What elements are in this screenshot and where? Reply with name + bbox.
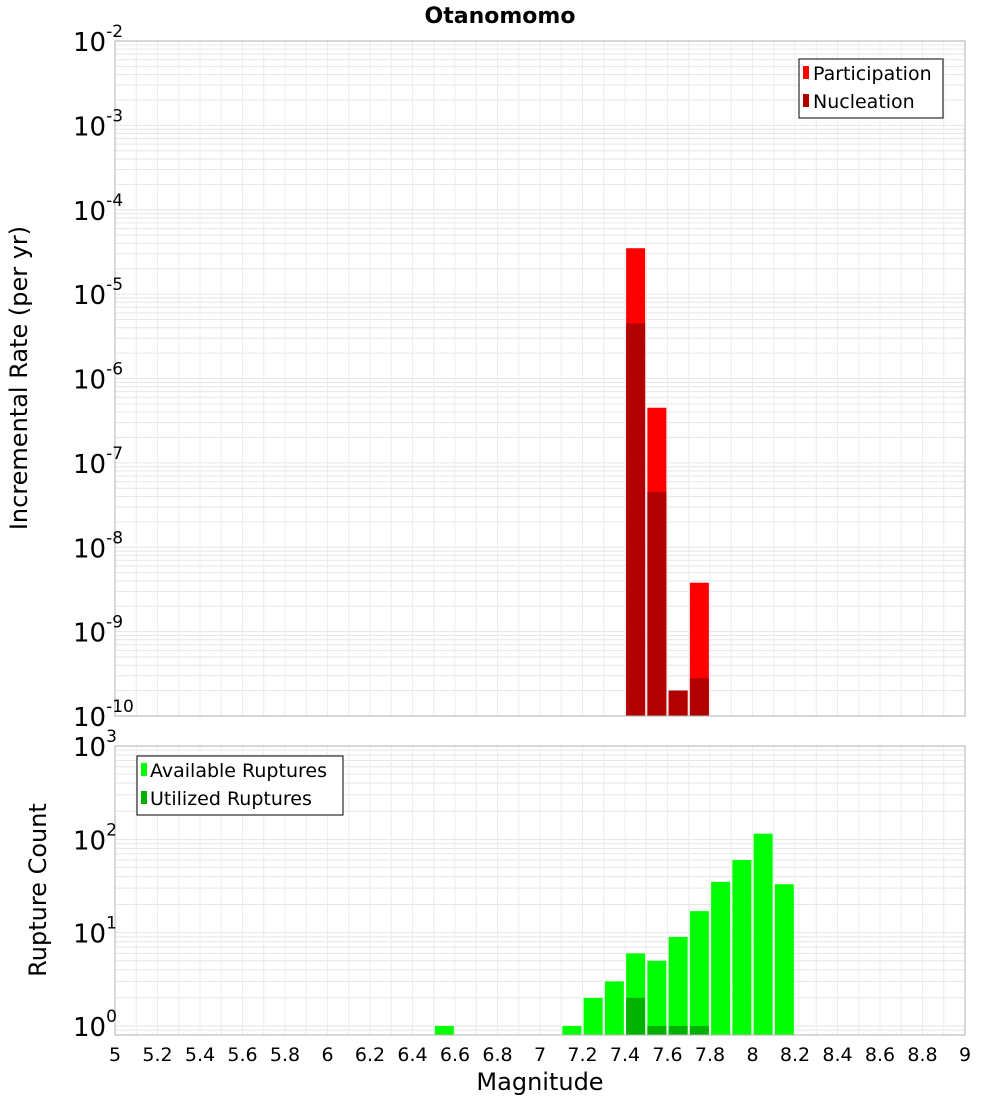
bar-available-ruptures (562, 1025, 582, 1035)
legend-swatch-available (141, 763, 147, 776)
top-bars (626, 248, 709, 717)
y-tick-label: 10-6 (73, 360, 123, 396)
x-tick-label: 5.6 (227, 1044, 257, 1066)
legend-swatch-nucleation (803, 94, 809, 107)
bar-nucleation (668, 690, 688, 716)
top-legend: Participation Nucleation (798, 58, 944, 119)
legend-label-participation: Participation (813, 63, 932, 85)
y-tick-label: 10-10 (73, 697, 134, 733)
bar-utilized-ruptures (626, 997, 646, 1035)
bar-available-ruptures (668, 936, 688, 1035)
y-tick-label: 10-8 (73, 528, 123, 564)
bottom-panel: 100 101 102 103 5 5.2 5.4 5.6 5.8 6 6.2 6.4 6.6 6.8 7… (24, 727, 971, 1096)
bar-nucleation (689, 678, 709, 716)
bar-nucleation (647, 492, 667, 716)
y-tick-label: 10-2 (73, 22, 123, 58)
y-tick-label: 10-3 (73, 106, 123, 142)
x-tick-label: 6.2 (355, 1044, 385, 1066)
bar-available-ruptures (689, 911, 709, 1035)
chart-title: Otanomomo (425, 4, 576, 29)
legend-label-available: Available Ruptures (150, 760, 327, 782)
x-tick-label: 8 (746, 1044, 758, 1066)
x-tick-label: 7.6 (652, 1044, 682, 1066)
x-tick-label: 9 (959, 1044, 971, 1066)
bar-available-ruptures (732, 860, 752, 1035)
x-tick-label: 6.6 (440, 1044, 470, 1066)
bar-utilized-ruptures (689, 1025, 709, 1035)
top-grid (114, 40, 966, 717)
bottom-y-tick-labels: 100 101 102 103 (73, 727, 117, 1043)
top-panel: 10-10 10-9 10-8 10-7 10-6 10-5 10-4 10-3 10-2 In… (5, 22, 966, 733)
y-tick-label: 10-7 (73, 444, 123, 480)
x-tick-label: 7.8 (695, 1044, 725, 1066)
x-tick-label: 8.2 (780, 1044, 810, 1066)
legend-label-nucleation: Nucleation (813, 91, 915, 113)
bar-available-ruptures (604, 981, 624, 1035)
bar-available-ruptures (711, 881, 731, 1035)
legend-label-utilized: Utilized Ruptures (150, 788, 312, 810)
x-tick-label: 6 (321, 1044, 333, 1066)
bar-available-ruptures (434, 1025, 454, 1035)
bar-available-ruptures (774, 884, 794, 1035)
top-y-tick-labels: 10-10 10-9 10-8 10-7 10-6 10-5 10-4 10-3 10-2 (73, 22, 134, 733)
bottom-legend-box (136, 755, 344, 816)
x-tick-label: 7.4 (610, 1044, 640, 1066)
top-plot-frame (114, 40, 966, 717)
x-tick-label: 8.4 (822, 1044, 852, 1066)
x-tick-label: 8.8 (907, 1044, 937, 1066)
bottom-plot-frame (114, 745, 966, 1036)
x-tick-label: 8.6 (865, 1044, 895, 1066)
top-y-axis-label: Incremental Rate (per yr) (5, 226, 33, 530)
bar-utilized-ruptures (647, 1025, 667, 1035)
x-tick-label: 5.2 (142, 1044, 172, 1066)
y-tick-label: 103 (73, 727, 117, 763)
top-legend-box (798, 58, 944, 119)
y-tick-label: 101 (73, 914, 117, 950)
x-tick-label: 5 (109, 1044, 121, 1066)
x-axis-label: Magnitude (476, 1068, 603, 1096)
bar-utilized-ruptures (668, 1025, 688, 1035)
x-tick-label: 5.4 (185, 1044, 215, 1066)
y-tick-label: 10-9 (73, 613, 123, 649)
x-tick-label: 5.8 (270, 1044, 300, 1066)
bar-available-ruptures (647, 960, 667, 1035)
y-tick-label: 102 (73, 820, 117, 856)
x-tick-label: 6.8 (482, 1044, 512, 1066)
x-tick-label: 6.4 (397, 1044, 427, 1066)
y-tick-label: 10-4 (73, 191, 123, 227)
legend-swatch-utilized (141, 791, 147, 804)
bottom-y-axis-label: Rupture Count (24, 803, 52, 977)
x-tick-label: 7.2 (567, 1044, 597, 1066)
x-tick-labels: 5 5.2 5.4 5.6 5.8 6 6.2 6.4 6.6 6.8 7 7.2 7.4 7.6 7.8 8… (109, 1044, 971, 1066)
y-tick-label: 100 (73, 1007, 117, 1043)
bar-available-ruptures (753, 833, 773, 1035)
legend-swatch-participation (803, 66, 809, 79)
bar-nucleation (626, 323, 646, 716)
bar-available-ruptures (583, 997, 603, 1035)
x-tick-label: 7 (534, 1044, 546, 1066)
y-tick-label: 10-5 (73, 275, 123, 311)
bottom-legend: Available Ruptures Utilized Ruptures (136, 755, 344, 816)
bottom-bars (434, 833, 794, 1035)
